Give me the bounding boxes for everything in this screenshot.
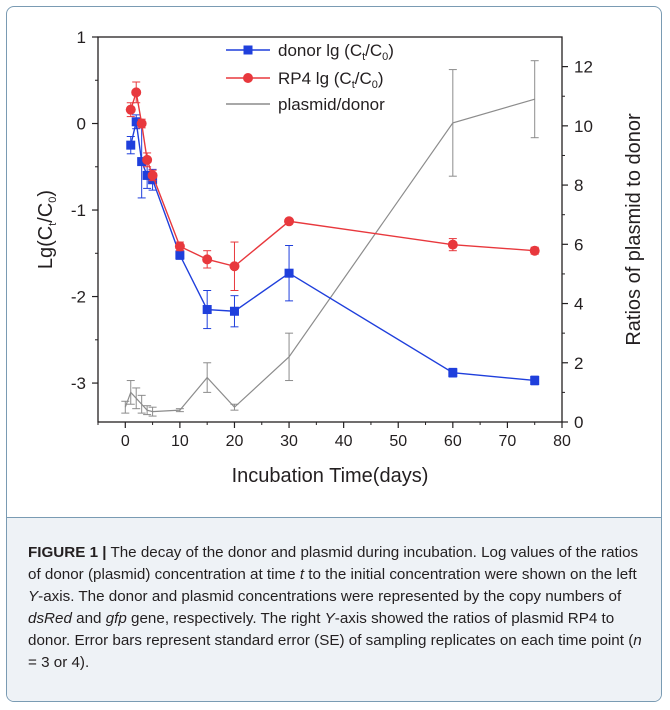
data-point-circle — [142, 154, 153, 165]
caption-italic-text: t — [299, 566, 305, 583]
y-right-tick-label: 8 — [574, 176, 583, 195]
figure-caption: FIGURE 1 | The decay of the donor and pl… — [28, 542, 648, 674]
label-part: ) — [35, 190, 57, 197]
data-point-circle — [125, 104, 136, 115]
figure-frame — [6, 6, 662, 702]
caption-body: The decay of the donor and plasmid durin… — [28, 544, 642, 671]
label-part: Lg(C — [35, 226, 57, 269]
caption-text: = 3 or 4). — [28, 654, 90, 671]
data-point-square — [131, 117, 141, 127]
data-point-square — [202, 305, 212, 315]
data-point-square — [175, 250, 185, 260]
y-right-tick-label: 10 — [574, 117, 593, 136]
y-left-tick-label: -1 — [71, 201, 86, 220]
x-tick-label: 30 — [280, 433, 298, 450]
y-left-tick-label: -3 — [71, 374, 86, 393]
label-part: t — [352, 79, 355, 91]
caption-italic-text: Y — [28, 588, 39, 605]
x-tick-label: 50 — [389, 433, 407, 450]
x-tick-label: 80 — [553, 433, 571, 450]
caption-text: to the initial concentration were shown … — [304, 566, 637, 583]
data-point-circle — [131, 87, 142, 98]
data-point-circle — [229, 261, 240, 272]
data-point-circle — [202, 254, 213, 265]
series-line-1 — [130, 92, 535, 268]
data-point-square — [284, 268, 294, 278]
y-axis-right-label: Ratios of plasmid to donor — [623, 113, 645, 346]
label-part: donor lg (C — [278, 41, 362, 60]
caption-label: FIGURE 1 | — [28, 544, 107, 561]
caption-text: and — [71, 610, 106, 627]
label-part: /C — [35, 203, 57, 223]
x-tick-label: 40 — [335, 433, 353, 450]
x-axis-label: Incubation Time(days) — [232, 465, 429, 487]
data-point-circle — [136, 118, 147, 129]
data-point-square — [137, 157, 147, 167]
data-point-square — [126, 140, 136, 150]
data-point-circle — [284, 216, 295, 227]
x-tick-label: 70 — [499, 433, 517, 450]
plot-area: 0 10 20 30 40 50 60 70 8010-1-2-3024681012Incuba… — [35, 28, 645, 487]
data-point-square — [448, 368, 458, 378]
caption-divider — [6, 517, 662, 518]
caption-text: -axis. The donor and plasmid concentrati… — [38, 588, 622, 605]
caption-italic-text: dsRed — [28, 610, 72, 627]
legend-label: plasmid/donor — [278, 95, 385, 114]
caption-text: The decay of the donor and plasmid durin… — [28, 544, 639, 583]
data-point-square — [530, 375, 540, 385]
caption-text: gene, respectively. The right — [126, 610, 325, 627]
legend-marker-square — [243, 45, 253, 55]
y-left-tick-label: 1 — [77, 28, 86, 47]
label-part: ) — [388, 41, 394, 60]
x-tick-label: 60 — [444, 433, 462, 450]
y-right-tick-label: 2 — [574, 354, 583, 373]
label-part: t — [47, 223, 59, 226]
label-part: 0 — [372, 79, 378, 91]
data-point-circle — [447, 239, 458, 250]
caption-background — [7, 518, 661, 701]
x-tick-label: 0 — [121, 433, 130, 450]
legend-marker-circle — [243, 73, 253, 83]
axes-frame — [97, 36, 563, 423]
label-part: ) — [378, 69, 384, 88]
data-point-circle — [529, 245, 540, 256]
caption-italic-text: n — [633, 632, 642, 649]
series-layer — [121, 60, 540, 417]
data-point-circle — [147, 170, 158, 181]
data-point-circle — [174, 241, 185, 252]
label-part: 0 — [47, 197, 59, 203]
series-line-2 — [124, 98, 535, 413]
y-left-tick-label: 0 — [77, 115, 86, 134]
label-part: t — [362, 51, 365, 63]
x-tick-label: 10 — [171, 433, 189, 450]
y-right-tick-label: 12 — [574, 58, 593, 77]
label-part: /C — [355, 69, 372, 88]
chart: 0 10 20 30 40 50 60 70 8010-1-2-3024681012Incuba… — [35, 28, 645, 487]
y-axis-left-label: Lg(Ct/C0) — [35, 190, 59, 269]
data-point-square — [142, 170, 152, 180]
data-point-square — [229, 306, 239, 316]
caption-italic-text: gfp — [105, 610, 127, 627]
y-right-tick-label: 0 — [574, 413, 583, 432]
caption-italic-text: Y — [324, 610, 335, 627]
label-part: /C — [365, 41, 382, 60]
legend-label: donor lg (Ct/C0) — [278, 41, 394, 63]
y-right-tick-label: 6 — [574, 235, 583, 254]
y-left-tick-label: -2 — [71, 288, 86, 307]
label-part: RP4 lg (C — [278, 69, 352, 88]
label-part: 0 — [382, 51, 388, 63]
y-right-tick-label: 4 — [574, 295, 583, 314]
caption-text: -axis showed the ratios of plasmid RP4 t… — [28, 610, 634, 649]
x-tick-label: 20 — [226, 433, 244, 450]
legend-label: RP4 lg (Ct/C0) — [278, 69, 384, 91]
